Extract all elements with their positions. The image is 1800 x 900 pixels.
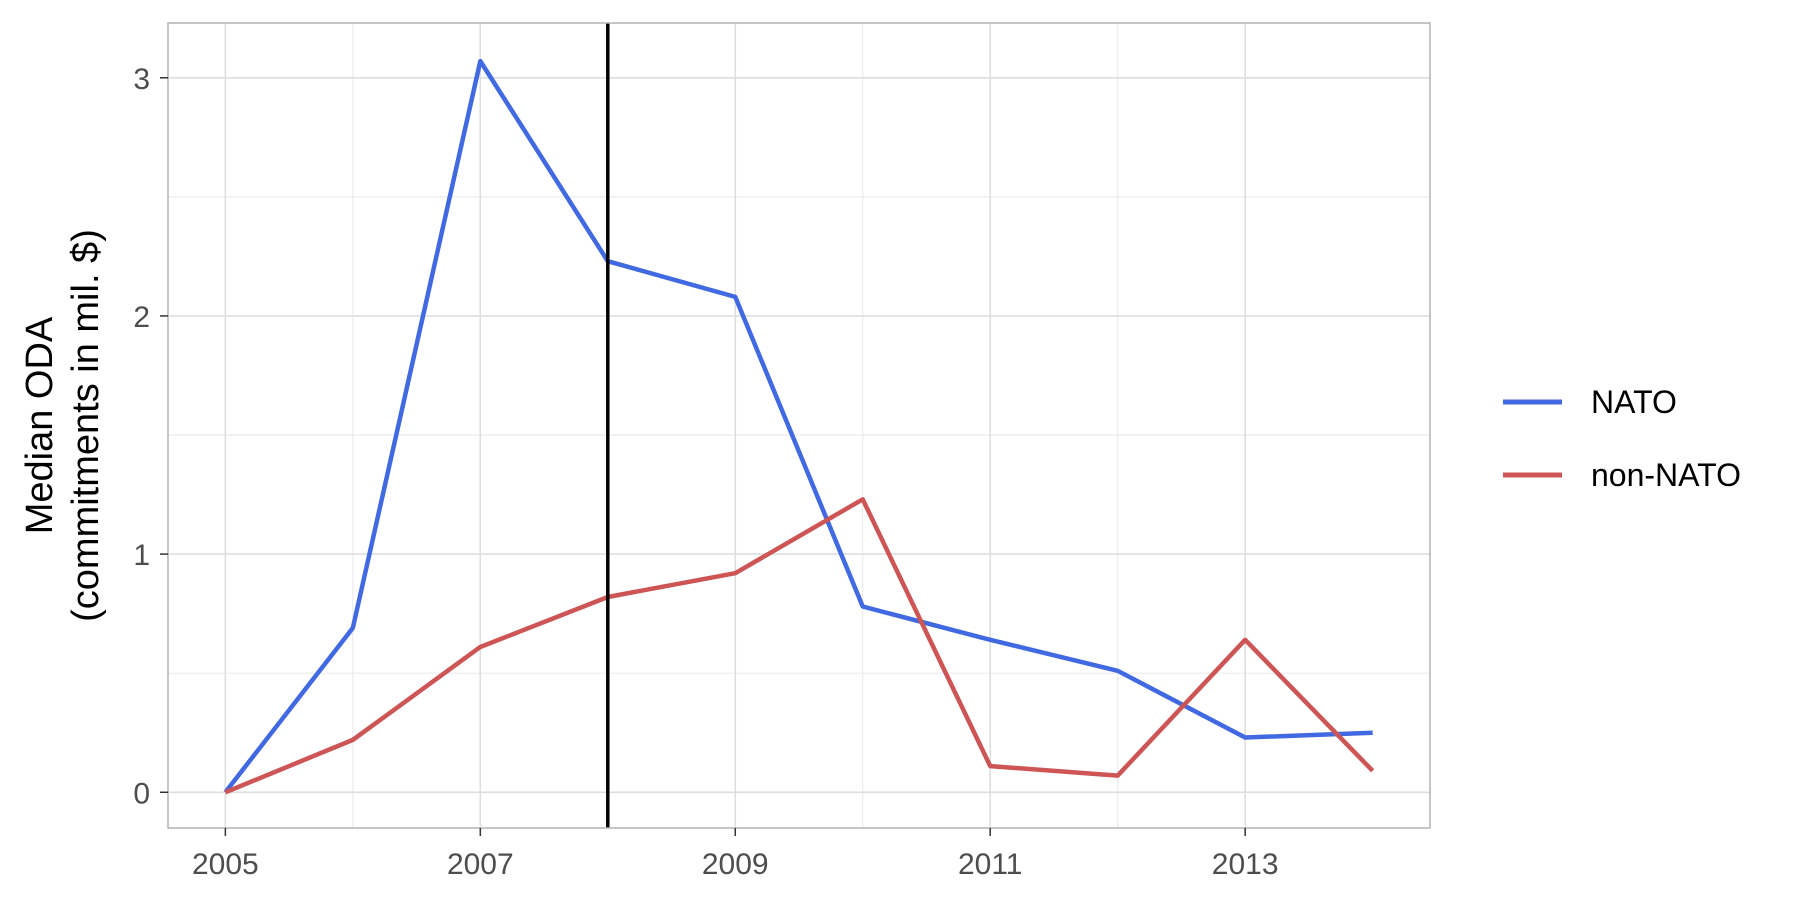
series-lines: [223, 58, 1375, 795]
y-axis-title-line: Median ODA: [19, 316, 61, 534]
x-tick-label: 2011: [958, 848, 1023, 881]
plot-panel-border: [167, 22, 1431, 829]
y-axis-title: Median ODA (commitments in mil. $): [19, 229, 107, 622]
x-tick-label: 2009: [702, 848, 769, 881]
x-tick-label: 2007: [447, 848, 514, 881]
legend: NATO non-NATO: [1503, 384, 1741, 493]
y-axis-title-line: (commitments in mil. $): [65, 229, 107, 622]
major-gridlines: [168, 23, 1430, 828]
y-tick-label: 2: [133, 301, 150, 334]
x-tick-label: 2013: [1212, 848, 1279, 881]
y-tick-label: 0: [133, 777, 150, 810]
legend-label-non-nato: non-NATO: [1591, 457, 1741, 493]
series-line-non-nato: [224, 497, 1375, 795]
y-tick-label: 1: [133, 539, 150, 572]
plot-panel-background: [168, 23, 1430, 828]
axis-ticks: 2005 2007 2009 2011 2013 0 1 2 3: [133, 63, 1278, 881]
series-line-nato: [223, 58, 1373, 794]
y-tick-label: 3: [133, 63, 150, 96]
x-tick-label: 2005: [192, 848, 259, 881]
legend-label-nato: NATO: [1591, 384, 1677, 420]
